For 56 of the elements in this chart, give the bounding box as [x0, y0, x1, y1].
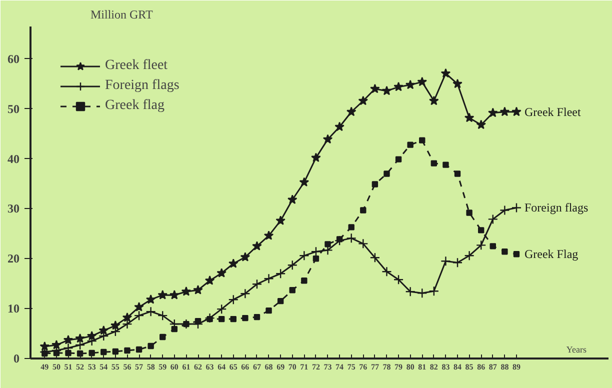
y-tick-label: 0 — [14, 352, 20, 366]
x-tick-label: 81 — [418, 362, 426, 372]
x-tick-label: 74 — [336, 362, 344, 372]
x-tick-label: 73 — [324, 362, 332, 372]
x-tick-label: 67 — [252, 362, 261, 372]
x-tick-label: 84 — [454, 362, 462, 372]
legend-label: Greek fleet — [105, 58, 168, 74]
x-tick-label: 55 — [111, 362, 120, 372]
x-tick-label: 65 — [229, 362, 238, 372]
x-tick-label: 50 — [52, 362, 60, 372]
y-tick-label: 20 — [8, 252, 20, 266]
y-tick-label: 10 — [8, 302, 20, 316]
y-axis-title: Million GRT — [90, 8, 154, 22]
x-tick-label: 79 — [394, 362, 403, 372]
x-tick-label: 75 — [347, 362, 356, 372]
x-axis-title: Years — [566, 344, 587, 354]
x-tick-label: 76 — [359, 362, 368, 372]
x-tick-label: 54 — [100, 362, 108, 372]
y-tick-label: 60 — [8, 52, 20, 66]
x-tick-label: 59 — [158, 362, 167, 372]
x-tick-label: 85 — [465, 362, 474, 372]
y-tick-label: 30 — [8, 202, 20, 216]
x-tick-label: 83 — [442, 362, 450, 372]
legend-label: Greek flag — [105, 98, 164, 114]
x-tick-label: 53 — [88, 362, 96, 372]
annotation: Greek Flag — [524, 247, 578, 262]
x-tick-label: 52 — [76, 362, 84, 372]
x-tick-label: 57 — [135, 362, 144, 372]
x-tick-label: 88 — [500, 362, 509, 372]
x-tick-label: 60 — [170, 362, 178, 372]
x-tick-label: 68 — [264, 362, 273, 372]
x-tick-label: 71 — [300, 362, 308, 372]
annotation: Foreign flags — [524, 200, 588, 215]
x-tick-label: 61 — [182, 362, 190, 372]
x-tick-label: 86 — [477, 362, 486, 372]
x-tick-label: 69 — [276, 362, 285, 372]
x-tick-label: 89 — [512, 362, 520, 372]
x-tick-label: 58 — [146, 362, 155, 372]
x-tick-label: 87 — [488, 362, 497, 372]
y-tick-label: 40 — [8, 152, 20, 166]
x-tick-label: 62 — [194, 362, 202, 372]
x-tick-label: 70 — [288, 362, 296, 372]
x-tick-label: 82 — [430, 362, 438, 372]
x-tick-label: 51 — [64, 362, 72, 372]
legend-label: Foreign flags — [105, 78, 180, 94]
x-tick-label: 66 — [241, 362, 250, 372]
x-tick-label: 56 — [123, 362, 132, 372]
x-tick-label: 49 — [40, 362, 49, 372]
annotation: Greek Fleet — [524, 104, 582, 119]
y-tick-label: 50 — [8, 102, 20, 116]
x-tick-label: 72 — [312, 362, 320, 372]
x-tick-label: 64 — [218, 362, 226, 372]
x-tick-label: 63 — [206, 362, 214, 372]
x-tick-label: 80 — [406, 362, 414, 372]
x-tick-label: 77 — [370, 362, 379, 372]
x-tick-label: 78 — [382, 362, 391, 372]
